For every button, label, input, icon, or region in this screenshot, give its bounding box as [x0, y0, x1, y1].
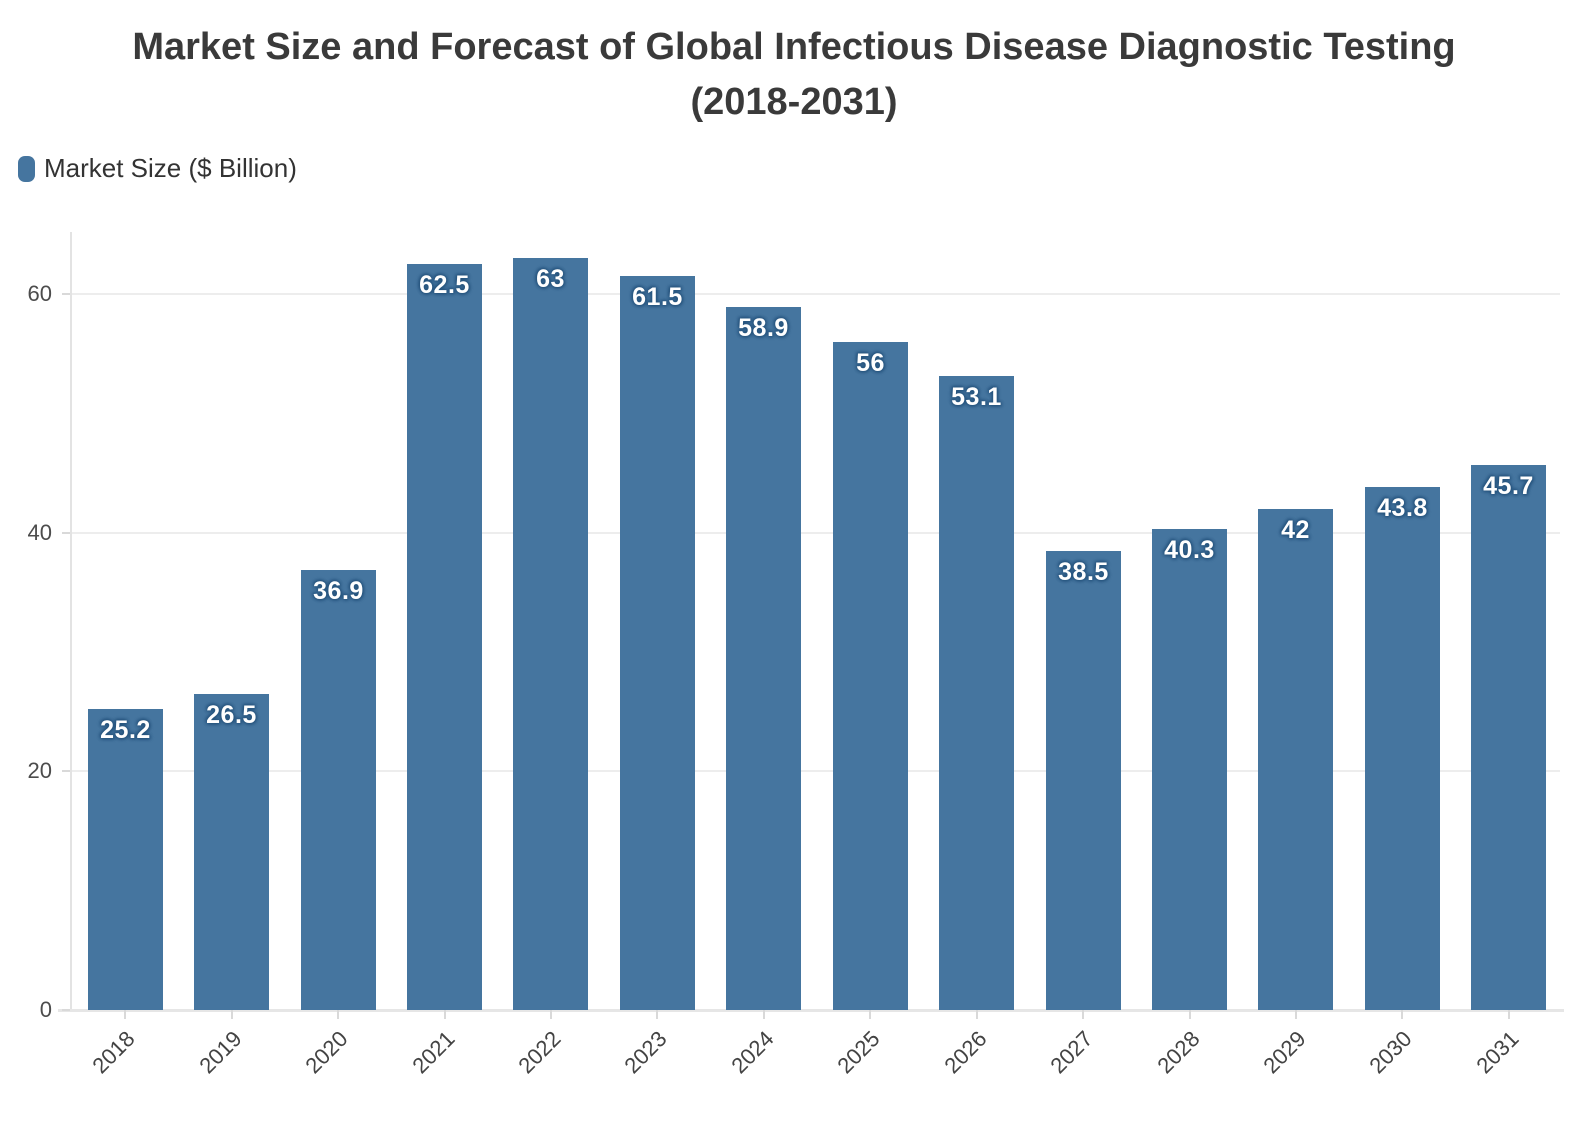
- x-axis-tick-2024: [763, 1010, 765, 1019]
- bar-value-label-2020: 36.9: [313, 577, 364, 605]
- x-axis-tick-2019: [231, 1010, 233, 1019]
- chart-title-line2: (2018-2031): [690, 81, 898, 123]
- chart-title-line1: Market Size and Forecast of Global Infec…: [132, 26, 1456, 68]
- x-axis-tick-2026: [976, 1010, 978, 1019]
- bar-2021[interactable]: 62.5: [407, 264, 482, 1010]
- y-axis-tick-40: [62, 531, 70, 534]
- x-tick-label-2021: 2021: [407, 1026, 460, 1079]
- bar-value-label-2018: 25.2: [100, 716, 151, 744]
- plot-area: 0 20 40 60 25.2 2018 26.5 2019 36.9 2020 62.5 2021 6…: [28, 232, 1564, 1078]
- bar-value-label-2028: 40.3: [1164, 536, 1215, 564]
- bar-value-label-2021: 62.5: [419, 271, 470, 299]
- x-axis-tick-2030: [1401, 1010, 1403, 1019]
- bar-value-label-2031: 45.7: [1483, 472, 1534, 500]
- x-axis-tick-2028: [1189, 1010, 1191, 1019]
- bar-2029[interactable]: 42: [1258, 509, 1333, 1010]
- x-tick-label-2019: 2019: [194, 1026, 247, 1079]
- bar-value-label-2022: 63: [536, 265, 565, 293]
- bar-value-label-2025: 56: [856, 349, 885, 377]
- x-axis-tick-2021: [444, 1010, 446, 1019]
- legend-item-market-size[interactable]: Market Size ($ Billion): [18, 153, 297, 184]
- x-tick-label-2024: 2024: [726, 1026, 779, 1079]
- x-axis-tick-2031: [1508, 1010, 1510, 1019]
- y-tick-label-60: 60: [27, 281, 52, 307]
- x-tick-label-2031: 2031: [1471, 1026, 1524, 1079]
- legend-marker-icon: [18, 155, 35, 182]
- bar-value-label-2029: 42: [1281, 516, 1310, 544]
- y-axis-tick-20: [62, 770, 70, 773]
- bar-value-label-2019: 26.5: [206, 701, 257, 729]
- bar-value-label-2030: 43.8: [1377, 494, 1428, 522]
- bar-2020[interactable]: 36.9: [301, 570, 376, 1010]
- y-axis-tick-0: [62, 1009, 70, 1011]
- y-tick-label-40: 40: [27, 519, 52, 545]
- x-tick-label-2029: 2029: [1258, 1026, 1311, 1079]
- x-tick-label-2028: 2028: [1152, 1026, 1205, 1079]
- bar-2024[interactable]: 58.9: [726, 307, 801, 1010]
- x-axis-tick-2027: [1082, 1010, 1084, 1019]
- chart-title: Market Size and Forecast of Global Infec…: [0, 20, 1588, 130]
- x-axis-tick-2023: [656, 1010, 658, 1019]
- x-axis-tick-2022: [550, 1010, 552, 1019]
- bar-2018[interactable]: 25.2: [88, 709, 163, 1010]
- bar-2031[interactable]: 45.7: [1471, 465, 1546, 1010]
- bar-value-label-2024: 58.9: [738, 314, 789, 342]
- x-axis-tick-2018: [124, 1010, 126, 1019]
- x-axis-tick-2029: [1295, 1010, 1297, 1019]
- bar-value-label-2027: 38.5: [1058, 558, 1109, 586]
- bar-value-label-2023: 61.5: [632, 283, 683, 311]
- bar-2030[interactable]: 43.8: [1365, 487, 1440, 1010]
- x-tick-label-2025: 2025: [832, 1026, 885, 1079]
- gridline-20: [72, 770, 1560, 773]
- bar-2022[interactable]: 63: [513, 258, 588, 1010]
- bar-2026[interactable]: 53.1: [939, 376, 1014, 1010]
- x-tick-label-2022: 2022: [513, 1026, 566, 1079]
- x-axis-tick-2025: [869, 1010, 871, 1019]
- x-tick-label-2030: 2030: [1364, 1026, 1417, 1079]
- x-tick-label-2018: 2018: [87, 1026, 140, 1079]
- x-axis-tick-2020: [337, 1010, 339, 1019]
- y-axis-tick-60: [62, 293, 70, 296]
- legend-label: Market Size ($ Billion): [44, 153, 297, 183]
- x-axis-line: [58, 1009, 1564, 1012]
- y-tick-label-0: 0: [39, 997, 52, 1022]
- x-tick-label-2020: 2020: [300, 1026, 353, 1079]
- bar-2028[interactable]: 40.3: [1152, 529, 1227, 1010]
- gridline-40: [72, 531, 1560, 534]
- x-tick-label-2023: 2023: [619, 1026, 672, 1079]
- x-tick-label-2026: 2026: [939, 1026, 992, 1079]
- x-tick-label-2027: 2027: [1045, 1026, 1098, 1079]
- bar-2025[interactable]: 56: [833, 342, 908, 1010]
- bar-2023[interactable]: 61.5: [620, 276, 695, 1010]
- bar-2027[interactable]: 38.5: [1046, 551, 1121, 1010]
- bar-value-label-2026: 53.1: [951, 383, 1002, 411]
- bar-2019[interactable]: 26.5: [194, 694, 269, 1010]
- y-tick-label-20: 20: [27, 758, 52, 784]
- gridline-60: [72, 293, 1560, 296]
